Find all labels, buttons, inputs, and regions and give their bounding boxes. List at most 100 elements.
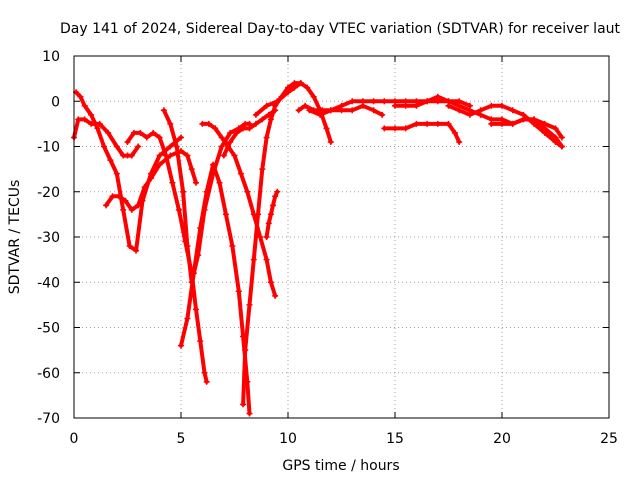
data-point bbox=[274, 188, 281, 195]
data-point bbox=[259, 166, 266, 173]
data-point bbox=[133, 247, 140, 254]
data-point bbox=[175, 206, 182, 213]
data-point bbox=[488, 120, 495, 127]
data-point bbox=[141, 184, 148, 191]
series-line bbox=[74, 90, 183, 253]
data-point bbox=[552, 134, 559, 141]
data-point bbox=[77, 93, 84, 100]
data-point bbox=[100, 143, 107, 150]
data-point bbox=[227, 129, 234, 136]
data-point bbox=[306, 107, 313, 114]
data-point bbox=[349, 107, 356, 114]
data-point bbox=[88, 120, 95, 127]
data-point bbox=[156, 134, 163, 141]
data-point bbox=[184, 315, 191, 322]
series-trace-7 bbox=[199, 120, 279, 299]
data-point bbox=[252, 120, 259, 127]
data-point bbox=[148, 175, 155, 182]
data-point bbox=[499, 102, 505, 109]
x-tick-label: 15 bbox=[386, 431, 404, 447]
data-point bbox=[128, 152, 135, 159]
data-point bbox=[122, 197, 129, 204]
series-trace-17 bbox=[488, 116, 565, 150]
data-point bbox=[520, 116, 527, 123]
data-point bbox=[558, 134, 565, 141]
data-point bbox=[81, 116, 88, 123]
grid-lines bbox=[74, 56, 609, 418]
y-tick-label: 0 bbox=[51, 94, 60, 110]
data-point bbox=[424, 98, 431, 105]
data-point bbox=[499, 120, 505, 127]
data-point bbox=[203, 378, 210, 385]
data-point bbox=[135, 202, 142, 209]
data-point bbox=[295, 107, 302, 114]
data-point bbox=[201, 369, 208, 376]
data-point bbox=[263, 134, 270, 141]
data-point bbox=[379, 111, 386, 118]
data-point bbox=[359, 102, 366, 109]
data-point bbox=[531, 116, 538, 123]
data-point bbox=[178, 342, 184, 349]
data-point bbox=[178, 134, 184, 141]
data-point bbox=[169, 179, 176, 186]
data-point bbox=[180, 188, 187, 195]
data-point bbox=[541, 125, 548, 132]
data-point bbox=[237, 170, 244, 177]
x-tick-label: 20 bbox=[493, 431, 511, 447]
data-point bbox=[272, 193, 279, 200]
data-point bbox=[451, 129, 458, 136]
data-point bbox=[190, 270, 197, 277]
data-point bbox=[370, 98, 377, 105]
series-trace-12 bbox=[295, 93, 473, 114]
data-point bbox=[297, 80, 304, 87]
data-point bbox=[285, 89, 291, 96]
data-point bbox=[173, 143, 180, 150]
series-trace-15 bbox=[392, 98, 565, 141]
data-point bbox=[160, 107, 167, 114]
y-tick-label: -70 bbox=[37, 411, 60, 427]
data-point bbox=[167, 143, 174, 150]
data-point bbox=[163, 152, 170, 159]
data-point bbox=[205, 120, 212, 127]
series-trace-11 bbox=[252, 80, 334, 145]
y-tick-label: 10 bbox=[42, 49, 60, 65]
y-tick-label: -60 bbox=[37, 366, 60, 382]
data-point bbox=[240, 125, 247, 132]
data-point bbox=[199, 120, 206, 127]
data-point bbox=[509, 107, 516, 114]
data-point bbox=[246, 301, 253, 308]
data-point bbox=[227, 138, 234, 145]
data-point bbox=[434, 98, 441, 105]
data-point bbox=[192, 179, 199, 186]
y-tick-label: -40 bbox=[37, 275, 60, 291]
y-tick-label: -50 bbox=[37, 321, 60, 337]
data-point bbox=[229, 243, 236, 250]
data-point bbox=[210, 161, 217, 168]
data-point bbox=[466, 111, 473, 118]
data-point bbox=[137, 129, 144, 136]
data-point bbox=[413, 120, 420, 127]
y-tick-label: -10 bbox=[37, 140, 60, 156]
data-point bbox=[327, 138, 334, 145]
data-point bbox=[231, 152, 238, 159]
series-line bbox=[241, 81, 303, 407]
data-point bbox=[167, 120, 174, 127]
y-tick-label: -30 bbox=[37, 230, 60, 246]
data-point bbox=[310, 93, 317, 100]
y-tick-label: -20 bbox=[37, 185, 60, 201]
data-point bbox=[338, 107, 345, 114]
data-point bbox=[304, 84, 311, 91]
data-point bbox=[445, 120, 452, 127]
data-point bbox=[105, 129, 112, 136]
data-point bbox=[250, 256, 257, 263]
data-point bbox=[413, 102, 420, 109]
data-point bbox=[445, 102, 452, 109]
y-axis-ticks: 10 0 -10 -20 -30 -40 -50 -60 -70 bbox=[37, 49, 609, 427]
data-point bbox=[263, 102, 270, 109]
data-point bbox=[143, 134, 150, 141]
data-point bbox=[265, 220, 272, 227]
x-axis-label: GPS time / hours bbox=[282, 458, 399, 474]
data-point bbox=[456, 107, 463, 114]
data-point bbox=[75, 116, 82, 123]
